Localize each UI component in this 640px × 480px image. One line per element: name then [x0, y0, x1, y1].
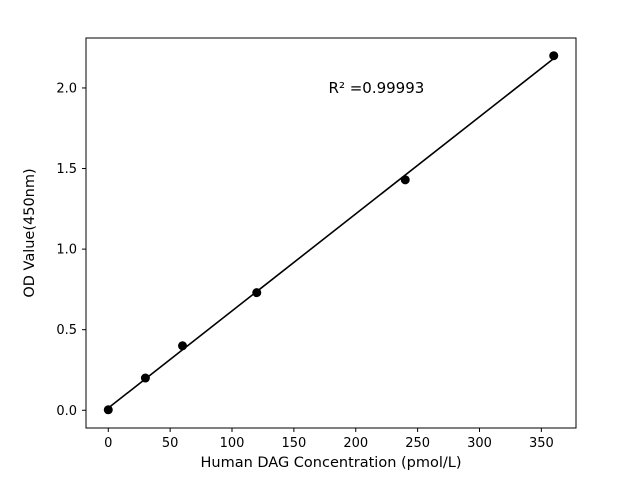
- r-squared-annotation: R² =0.99993: [329, 79, 425, 97]
- fit-line: [107, 57, 555, 409]
- data-point: [178, 341, 188, 351]
- x-tick-label: 350: [529, 436, 554, 451]
- x-tick-label: 200: [343, 436, 368, 451]
- x-axis-label: Human DAG Concentration (pmol/L): [200, 455, 461, 471]
- x-tick-label: 250: [405, 436, 430, 451]
- y-tick-label: 0.5: [56, 323, 77, 338]
- plot-area: [85, 37, 577, 429]
- x-tick-label: 300: [467, 436, 492, 451]
- x-tick-label: 150: [281, 436, 306, 451]
- y-tick-label: 2.0: [56, 81, 77, 96]
- x-tick-label: 50: [162, 436, 179, 451]
- y-tick-label: 1.5: [56, 162, 77, 177]
- y-axis-label: OD Value(450nm): [22, 168, 38, 297]
- x-tick-label: 100: [220, 436, 245, 451]
- data-point: [252, 288, 262, 298]
- data-point: [549, 51, 559, 61]
- data-point: [140, 373, 150, 383]
- y-tick-label: 1.0: [56, 243, 77, 258]
- x-tick-label: 0: [104, 436, 112, 451]
- data-point: [400, 175, 410, 185]
- y-tick-label: 0.0: [56, 404, 77, 419]
- data-point: [103, 405, 113, 415]
